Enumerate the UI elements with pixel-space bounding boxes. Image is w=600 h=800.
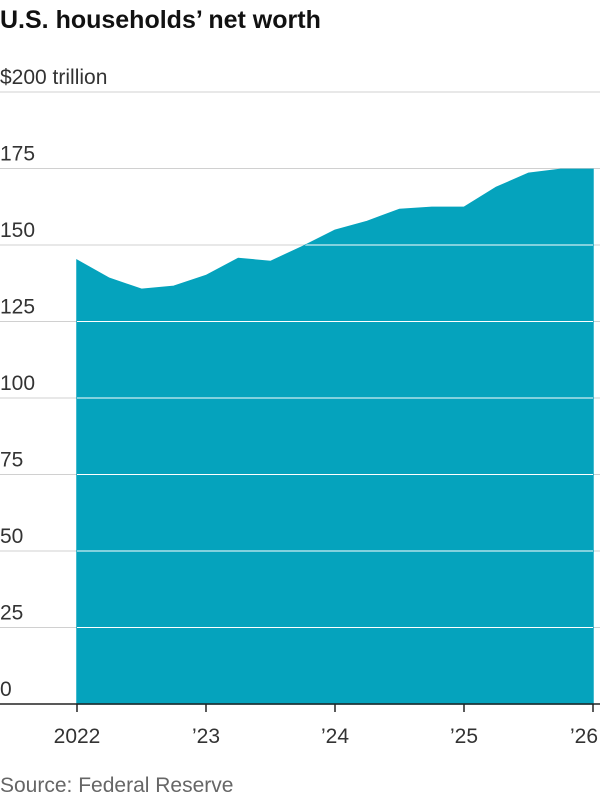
y-tick-label: 25 <box>0 602 23 625</box>
x-tick-label: ’23 <box>192 725 220 748</box>
y-tick-label: 0 <box>0 678 12 701</box>
x-tick-label: 2022 <box>54 725 101 748</box>
y-tick-label: 150 <box>0 219 35 242</box>
y-tick-label: 100 <box>0 372 35 395</box>
y-tick-label: 125 <box>0 296 35 319</box>
chart-title: U.S. households’ net worth <box>0 6 321 34</box>
y-tick-label: 50 <box>0 525 23 548</box>
y-tick-label: $200 trillion <box>0 66 107 89</box>
area <box>76 168 594 705</box>
x-tick-label: ’24 <box>321 725 349 748</box>
y-tick-label: 75 <box>0 449 23 472</box>
x-tick-label: ’25 <box>450 725 478 748</box>
y-tick-label: 175 <box>0 143 35 166</box>
x-tick-label: ’26 <box>570 725 598 748</box>
source: Source: Federal Reserve <box>0 774 233 797</box>
